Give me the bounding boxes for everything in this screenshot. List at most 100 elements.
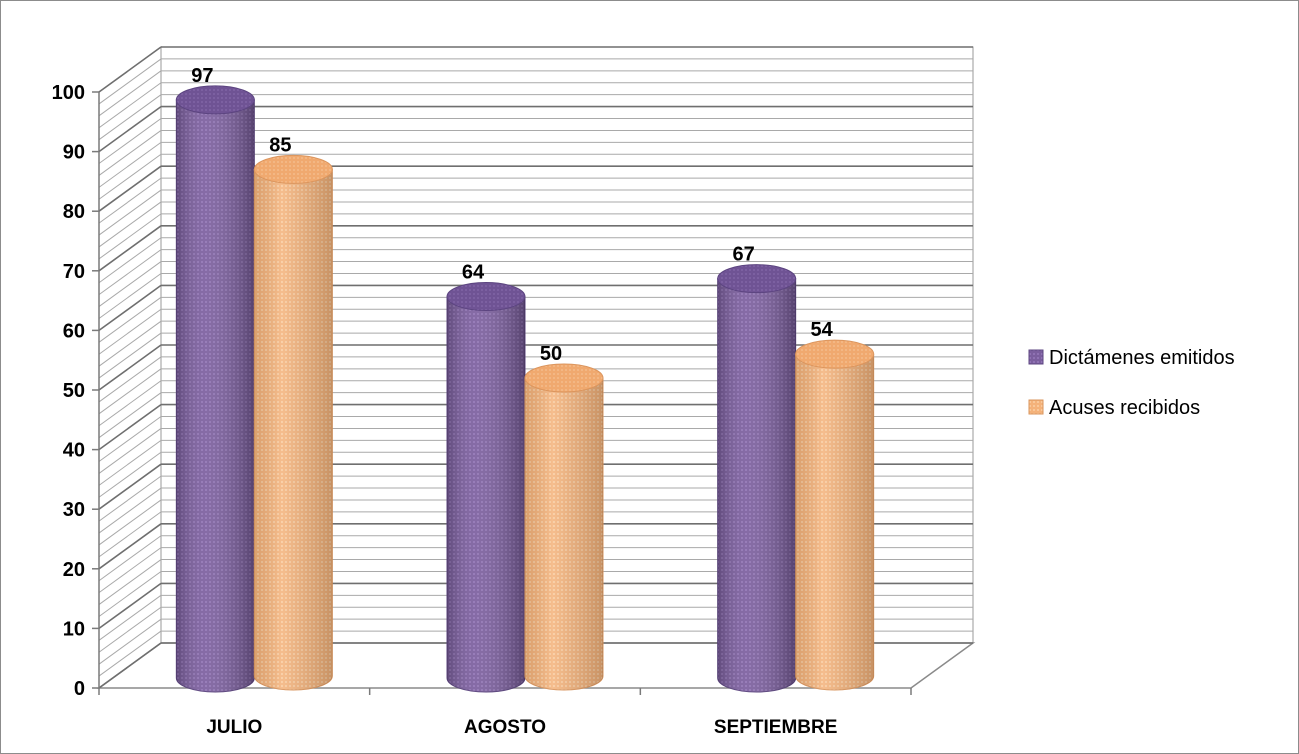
legend-swatch-purple bbox=[1028, 349, 1044, 365]
side-minor-gridline bbox=[98, 189, 162, 236]
bar-shade bbox=[795, 354, 874, 690]
side-major-gridline bbox=[98, 46, 162, 93]
bar-shade bbox=[254, 169, 333, 690]
side-minor-gridline bbox=[98, 94, 162, 141]
bar-top bbox=[253, 154, 333, 184]
y-tick-label: 100 bbox=[52, 82, 85, 104]
side-minor-gridline bbox=[98, 141, 162, 188]
side-minor-gridline bbox=[98, 380, 162, 427]
side-major-gridline bbox=[98, 582, 162, 630]
side-major-gridline bbox=[98, 284, 162, 332]
bar-cylinder bbox=[524, 363, 604, 691]
side-minor-gridline bbox=[98, 511, 162, 558]
y-tick-label: 60 bbox=[63, 320, 85, 342]
side-minor-gridline bbox=[98, 213, 162, 260]
legend: Dictámenes emitidos Acuses recibidos bbox=[1028, 347, 1235, 419]
side-minor-gridline bbox=[98, 535, 162, 582]
bar-top-shade bbox=[254, 155, 333, 184]
data-label: 54 bbox=[811, 319, 834, 341]
bar-shade bbox=[717, 278, 796, 692]
y-tick-label: 20 bbox=[63, 559, 85, 581]
side-minor-gridline bbox=[98, 58, 162, 105]
y-tick-label: 70 bbox=[63, 261, 85, 283]
side-minor-gridline bbox=[98, 273, 162, 319]
side-minor-gridline bbox=[98, 308, 162, 355]
side-major-gridline bbox=[98, 165, 162, 212]
bar-top bbox=[175, 85, 255, 115]
side-minor-gridline bbox=[98, 618, 162, 665]
side-minor-gridline bbox=[98, 118, 162, 164]
side-major-gridline bbox=[98, 344, 162, 391]
bar-top-shade bbox=[717, 264, 796, 293]
bar-cylinder bbox=[175, 85, 255, 693]
side-minor-gridline bbox=[98, 606, 162, 653]
bar-top bbox=[795, 339, 875, 369]
side-minor-gridline bbox=[98, 392, 162, 439]
y-tick-label: 30 bbox=[63, 499, 85, 521]
side-minor-gridline bbox=[98, 320, 162, 367]
side-minor-gridline bbox=[98, 594, 162, 641]
bar-cylinder bbox=[795, 339, 875, 691]
bar-shade bbox=[176, 99, 255, 692]
side-major-gridline bbox=[98, 403, 162, 451]
side-minor-gridline bbox=[98, 416, 162, 462]
side-major-gridline bbox=[98, 225, 162, 272]
data-label: 97 bbox=[191, 65, 213, 87]
bar-cylinder bbox=[253, 154, 333, 691]
legend-label: Dictámenes emitidos bbox=[1049, 347, 1235, 369]
bar-shade bbox=[525, 378, 603, 690]
bar-top bbox=[717, 264, 797, 294]
side-minor-gridline bbox=[98, 428, 162, 474]
side-minor-gridline bbox=[98, 475, 162, 522]
side-minor-gridline bbox=[98, 571, 162, 617]
y-tick-label: 40 bbox=[63, 440, 85, 462]
legend-swatch-orange bbox=[1028, 399, 1044, 415]
side-minor-gridline bbox=[98, 153, 162, 200]
data-label: 85 bbox=[269, 134, 291, 156]
bar-top-shade bbox=[447, 282, 525, 311]
data-label: 67 bbox=[733, 244, 755, 266]
side-minor-gridline bbox=[98, 499, 162, 546]
axes: 0 10 20 30 40 50 60 70 80 90 100 JULIO AGOSTO SEPTIEM… bbox=[52, 82, 912, 738]
y-tick-label: 80 bbox=[63, 201, 85, 223]
bar-cylinder bbox=[717, 264, 797, 693]
side-minor-gridline bbox=[98, 261, 162, 307]
side-minor-gridline bbox=[98, 177, 162, 224]
bar-shade bbox=[447, 296, 525, 692]
side-major-gridline bbox=[98, 642, 162, 689]
side-minor-gridline bbox=[98, 547, 162, 594]
side-minor-gridline bbox=[98, 356, 162, 403]
side-minor-gridline bbox=[98, 630, 162, 677]
y-tick-label: 90 bbox=[63, 142, 85, 164]
side-minor-gridline bbox=[98, 487, 162, 534]
side-minor-gridline bbox=[98, 201, 162, 248]
x-tick-label: JULIO bbox=[206, 717, 262, 738]
side-major-gridline bbox=[98, 463, 162, 510]
bar-cylinder bbox=[446, 282, 526, 693]
side-minor-gridline bbox=[98, 332, 162, 379]
side-minor-gridline bbox=[98, 249, 162, 296]
y-tick-label: 0 bbox=[74, 678, 85, 700]
side-minor-gridline bbox=[98, 559, 162, 605]
x-tick-label: AGOSTO bbox=[464, 717, 546, 738]
bar-top-shade bbox=[525, 364, 603, 392]
side-major-gridline bbox=[98, 523, 162, 570]
y-tick-label: 10 bbox=[63, 618, 85, 640]
side-minor-gridline bbox=[98, 368, 162, 415]
data-label: 50 bbox=[540, 343, 562, 365]
bars bbox=[175, 85, 875, 693]
x-tick-label: SEPTIEMBRE bbox=[714, 717, 838, 738]
bar-top-shade bbox=[176, 85, 255, 114]
side-minor-gridline bbox=[98, 296, 162, 343]
side-minor-gridline bbox=[98, 451, 162, 498]
side-minor-gridline bbox=[98, 82, 162, 129]
bar-top-shade bbox=[795, 340, 874, 369]
side-minor-gridline bbox=[98, 130, 162, 176]
side-minor-gridline bbox=[98, 439, 162, 486]
data-labels: 97 85 64 50 67 54 bbox=[191, 65, 833, 365]
side-major-gridline bbox=[98, 105, 162, 153]
side-minor-gridline bbox=[98, 237, 162, 284]
bar-top bbox=[446, 282, 526, 312]
